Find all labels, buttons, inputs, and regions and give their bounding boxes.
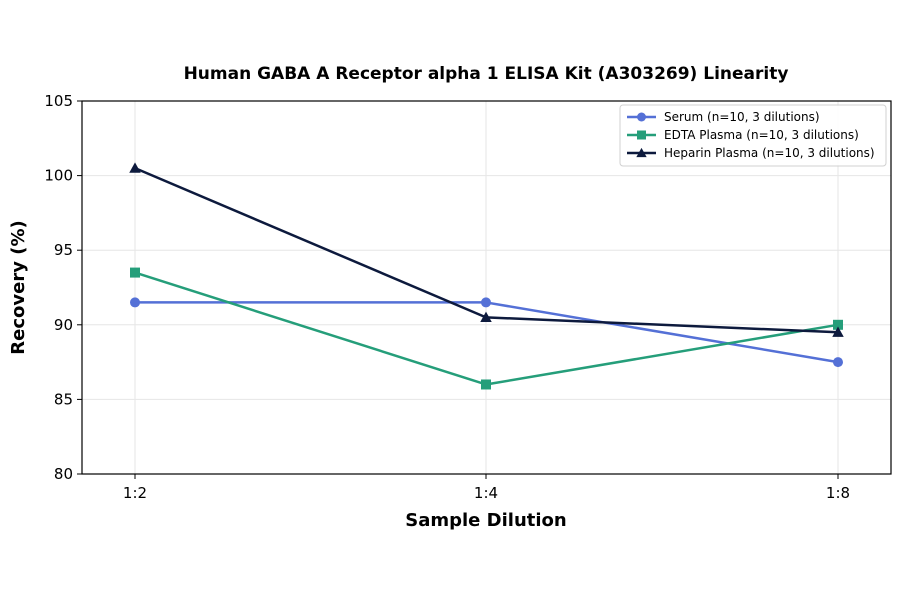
series-2 [129, 162, 844, 337]
x-tick-label: 1:8 [826, 484, 850, 502]
data-point [833, 357, 843, 368]
data-point [480, 311, 492, 322]
chart-title: Human GABA A Receptor alpha 1 ELISA Kit … [184, 64, 789, 84]
x-axis-label: Sample Dilution [405, 510, 566, 531]
data-point [130, 267, 140, 278]
series-1 [130, 267, 843, 390]
y-axis-label: Recovery (%) [8, 220, 29, 354]
data-point [130, 297, 140, 308]
legend-label: EDTA Plasma (n=10, 3 dilutions) [664, 128, 859, 142]
x-tick-label: 1:4 [474, 484, 498, 502]
legend-marker [637, 112, 646, 122]
legend-label: Heparin Plasma (n=10, 3 dilutions) [664, 146, 875, 160]
data-point [481, 379, 491, 390]
legend: Serum (n=10, 3 dilutions) EDTA Plasma (n=… [619, 104, 887, 167]
y-tick-label: 80 [54, 465, 73, 483]
series-group [129, 162, 844, 390]
data-point [832, 326, 844, 337]
data-point [481, 297, 491, 308]
legend-label: Serum (n=10, 3 dilutions) [664, 110, 820, 124]
y-tick-label: 100 [44, 167, 73, 185]
y-tick-label: 95 [54, 241, 73, 259]
legend-marker [637, 130, 646, 140]
y-tick-label: 105 [44, 92, 73, 110]
y-tick-label: 85 [54, 390, 73, 408]
data-point [833, 319, 843, 330]
legend-marker [636, 147, 647, 158]
axis-ticks: 80 85 90 95 100 105 1:2 1:4 1:8 [44, 92, 850, 502]
series-0 [130, 297, 843, 368]
legend-box [619, 104, 887, 167]
y-tick-label: 90 [54, 316, 73, 334]
x-tick-label: 1:2 [123, 484, 147, 502]
data-point [129, 162, 141, 173]
